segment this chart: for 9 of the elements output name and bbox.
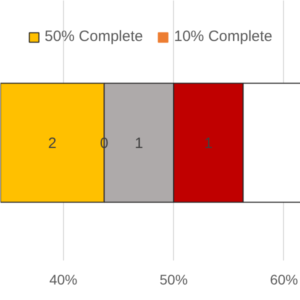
legend-label: 50% Complete [44,28,143,45]
x-tick-label: 40% [49,272,78,288]
annotation: 1 [134,135,144,152]
x-tick-label: 50% [160,272,188,288]
annotation: 1 [204,135,213,152]
x-tick-label: 60% [270,272,298,288]
annotation: 0 [100,135,108,152]
annotation: 2 [48,135,57,152]
legend-label: 10% Complete [174,28,272,45]
